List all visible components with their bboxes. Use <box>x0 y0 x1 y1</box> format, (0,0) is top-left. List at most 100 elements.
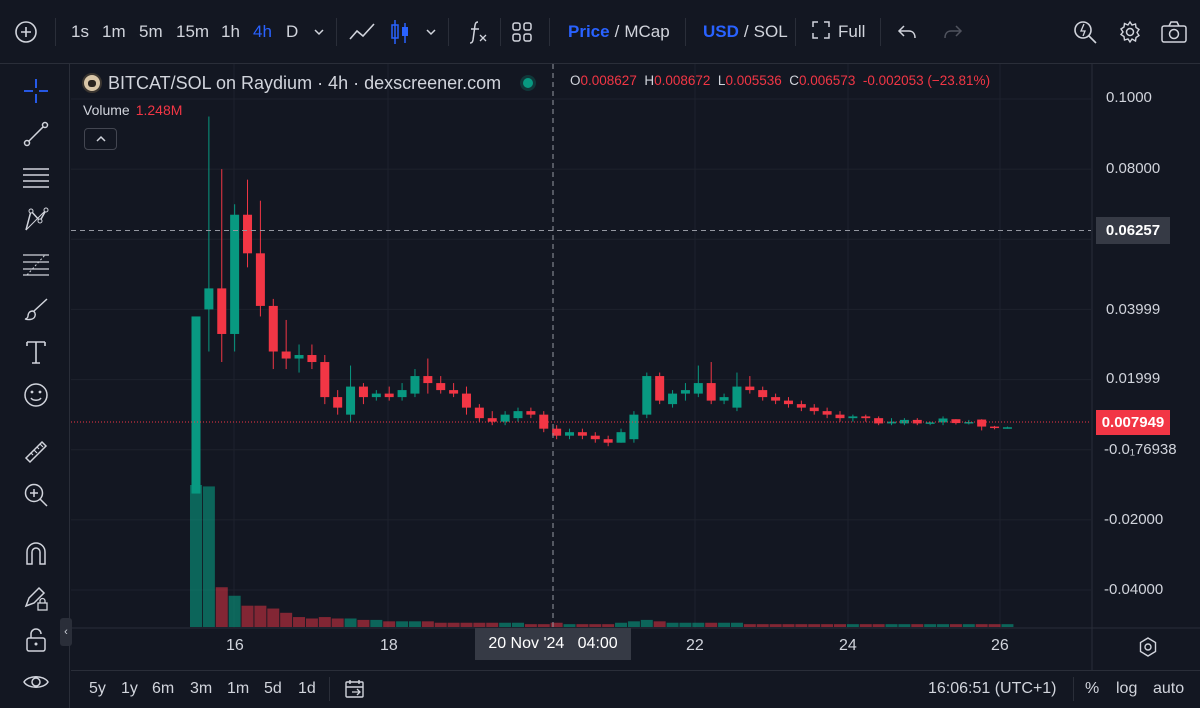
usd-option[interactable]: USD <box>703 22 739 41</box>
currency-toggle[interactable]: USD / SOL <box>703 0 788 64</box>
eye-visibility-icon[interactable] <box>18 664 54 700</box>
candle-body <box>887 421 897 424</box>
candle-body <box>590 435 600 440</box>
layout-grid-icon[interactable] <box>511 0 533 64</box>
time-label: 24 <box>839 637 857 654</box>
time-label: 16 <box>226 637 244 654</box>
interval-D[interactable]: D <box>286 22 299 41</box>
volume-bar <box>228 595 241 627</box>
candle-body <box>977 419 987 427</box>
candle-body <box>964 422 974 424</box>
price-mcap-toggle[interactable]: Price / MCap <box>568 0 670 64</box>
pattern-tool-icon[interactable] <box>18 202 54 238</box>
clock-timezone[interactable]: 16:06:51 (UTC+1) <box>928 680 1057 697</box>
volume-bar <box>821 624 834 627</box>
volume-bar <box>254 605 267 627</box>
candle-body <box>243 214 253 254</box>
volume-bar <box>305 618 318 627</box>
collapse-toolbar-chevron-icon[interactable]: ‹ <box>60 618 72 646</box>
camera-snapshot-icon[interactable] <box>1160 0 1188 64</box>
lock-drawing-icon[interactable] <box>18 580 54 616</box>
brush-icon[interactable] <box>18 291 54 327</box>
candle-body <box>307 355 317 363</box>
horizontal-lines-icon[interactable] <box>18 160 54 196</box>
log-toggle[interactable]: log <box>1116 680 1138 697</box>
redo-icon[interactable] <box>942 0 964 64</box>
add-symbol-icon[interactable] <box>14 0 38 64</box>
volume-bar <box>718 622 731 627</box>
chart-pane[interactable] <box>71 64 1200 708</box>
trend-line-icon[interactable] <box>18 116 54 152</box>
interval-1m[interactable]: 1m <box>102 22 126 41</box>
sol-option[interactable]: SOL <box>753 22 788 41</box>
volume-bar <box>473 622 486 627</box>
price-option[interactable]: Price <box>568 22 610 41</box>
toolbar-divider <box>1073 677 1074 701</box>
interval-1s[interactable]: 1s <box>71 22 89 41</box>
volume-bar <box>640 619 653 627</box>
range-6m[interactable]: 6m <box>152 680 175 697</box>
range-5d[interactable]: 5d <box>264 680 282 697</box>
goto-date-icon[interactable] <box>343 677 367 706</box>
settings-gear-icon[interactable] <box>1118 0 1142 64</box>
interval-15m[interactable]: 15m <box>176 22 210 41</box>
price-label: -0.0₁76938 <box>1104 441 1177 458</box>
volume-bar <box>215 587 228 627</box>
volume-bar <box>705 622 718 627</box>
change-value: -0.002053 (−23.81%) <box>862 73 991 88</box>
bottom-toolbar: 5y 1y 6m 3m 1m 5d 1d 16:06:51 (UTC+1) % … <box>71 670 1200 708</box>
lock-icon[interactable] <box>18 622 54 658</box>
chevron-down-icon[interactable] <box>424 0 438 64</box>
indicators-fx-icon[interactable] <box>466 0 490 64</box>
low-value: 0.005536 <box>725 73 782 88</box>
range-1y[interactable]: 1y <box>121 680 138 697</box>
magnet-icon[interactable] <box>18 536 54 572</box>
volume-bar <box>331 618 344 627</box>
time-label: 18 <box>380 637 398 654</box>
collapse-legend-button[interactable] <box>84 128 117 150</box>
range-1d[interactable]: 1d <box>298 680 316 697</box>
candle-body <box>771 397 781 401</box>
volume-bar <box>1001 624 1014 627</box>
chevron-down-icon[interactable] <box>312 0 326 64</box>
toolbar-divider <box>500 18 501 46</box>
interval-5m[interactable]: 5m <box>139 22 163 41</box>
interval-4h[interactable]: 4h <box>253 22 272 41</box>
text-tool-icon[interactable] <box>18 334 54 370</box>
close-label: C <box>789 73 800 88</box>
volume-bar <box>679 622 692 627</box>
quick-search-icon[interactable] <box>1072 0 1098 64</box>
candles-icon[interactable] <box>389 0 411 64</box>
volume-bar <box>589 624 602 627</box>
candle-body <box>938 418 948 423</box>
range-1m[interactable]: 1m <box>227 680 250 697</box>
volume-bar <box>499 622 512 627</box>
fib-retracement-icon[interactable] <box>18 246 54 282</box>
candlestick-chart[interactable] <box>71 64 1200 708</box>
percent-toggle[interactable]: % <box>1085 680 1100 697</box>
volume-legend: Volume 1.248M <box>83 102 182 118</box>
range-5y[interactable]: 5y <box>89 680 106 697</box>
zoom-in-icon[interactable] <box>18 477 54 513</box>
price-label: 0.1000 <box>1106 89 1152 106</box>
auto-scale-toggle[interactable]: auto <box>1153 680 1185 697</box>
volume-label: Volume <box>83 102 130 118</box>
ruler-measure-icon[interactable] <box>18 434 54 470</box>
candle-body <box>925 422 935 424</box>
mcap-option[interactable]: MCap <box>624 22 670 41</box>
emoji-smiley-icon[interactable] <box>18 377 54 413</box>
interval-1h[interactable]: 1h <box>221 22 240 41</box>
chevron-up-icon <box>95 135 106 142</box>
volume-bar <box>615 622 628 627</box>
candle-body <box>397 390 407 398</box>
range-3m[interactable]: 3m <box>190 680 213 697</box>
scale-settings-icon[interactable] <box>1137 636 1159 658</box>
symbol-title[interactable]: BITCAT/SOL on Raydium · 4h · dexscreener… <box>108 72 502 93</box>
crosshair-icon[interactable] <box>18 73 54 109</box>
undo-icon[interactable] <box>896 0 918 64</box>
line-chart-icon[interactable] <box>348 0 378 64</box>
fullscreen-button[interactable]: Full <box>812 0 865 64</box>
candle-body <box>384 393 394 398</box>
volume-bar <box>653 621 666 627</box>
candle-body <box>191 316 201 494</box>
